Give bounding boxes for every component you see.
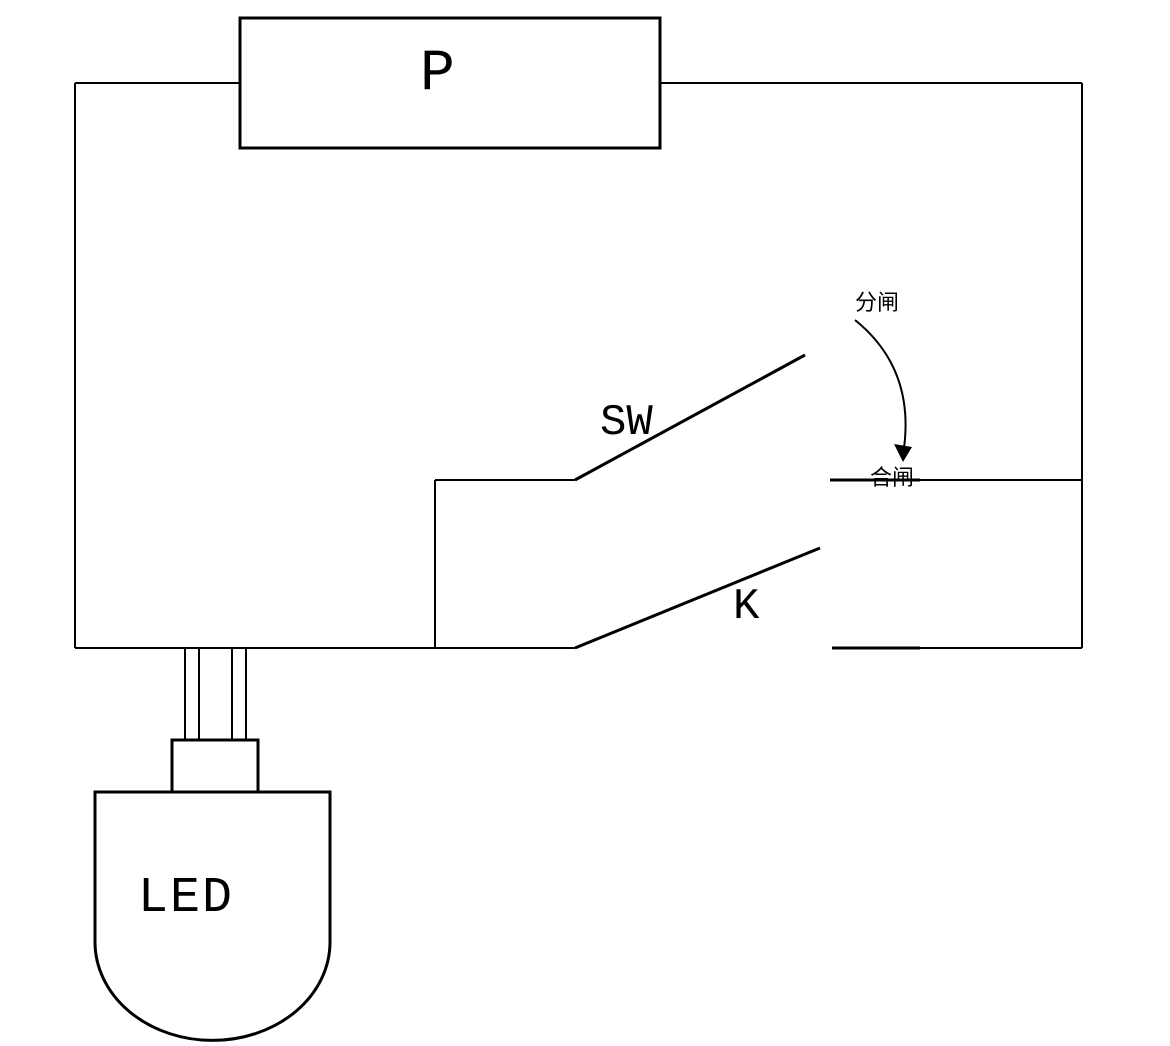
sw-closed-state-label: 合闸: [870, 460, 914, 492]
circuit-diagram: P SW 分闸 合闸 K LED: [0, 0, 1170, 1046]
switch-k-label: K: [733, 582, 759, 632]
led-label: LED: [138, 870, 234, 927]
led-neck: [172, 740, 258, 792]
sw-state-arc: [855, 320, 906, 455]
power-block-label: P: [420, 42, 455, 107]
k-arm: [575, 548, 820, 648]
sw-open-state-label: 分闸: [855, 285, 899, 317]
switch-sw-label: SW: [600, 398, 653, 448]
